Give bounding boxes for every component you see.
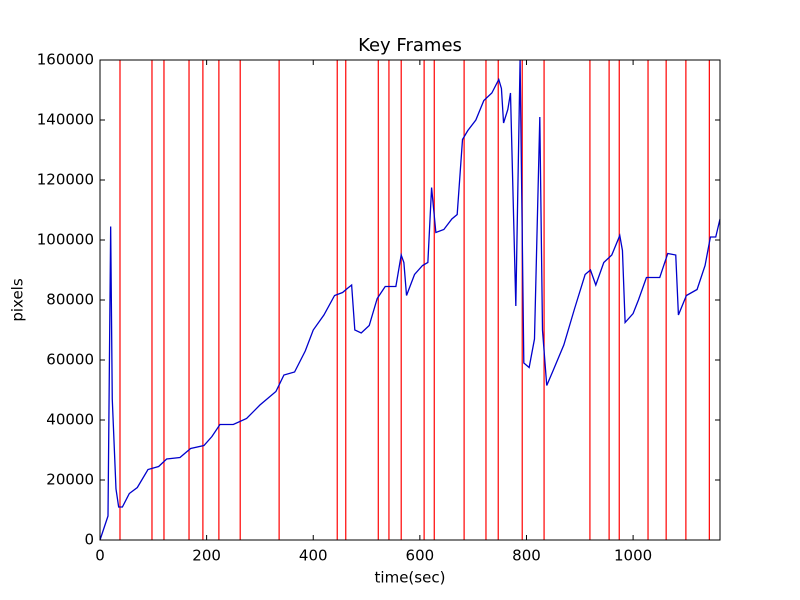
x-tick-label: 400 — [299, 547, 328, 565]
x-tick-label: 600 — [406, 547, 435, 565]
y-tick-label: 60000 — [46, 351, 94, 369]
x-tick-label: 800 — [512, 547, 541, 565]
data-line — [99, 59, 721, 541]
y-tick-label: 0 — [84, 531, 94, 549]
y-tick-label: 120000 — [37, 171, 94, 189]
y-axis-label: pixels — [9, 278, 27, 322]
x-axis-label: time(sec) — [375, 569, 446, 587]
y-tick-label: 20000 — [46, 471, 94, 489]
x-tick-label: 0 — [95, 547, 105, 565]
y-tick-label: 40000 — [46, 411, 94, 429]
y-tick-label: 160000 — [37, 51, 94, 69]
chart-title: Key Frames — [358, 35, 462, 56]
x-tick-label: 1000 — [614, 547, 652, 565]
y-tick-label: 80000 — [46, 291, 94, 309]
x-tick-label: 200 — [192, 547, 221, 565]
y-tick-label: 140000 — [37, 111, 94, 129]
y-tick-label: 100000 — [37, 231, 94, 249]
